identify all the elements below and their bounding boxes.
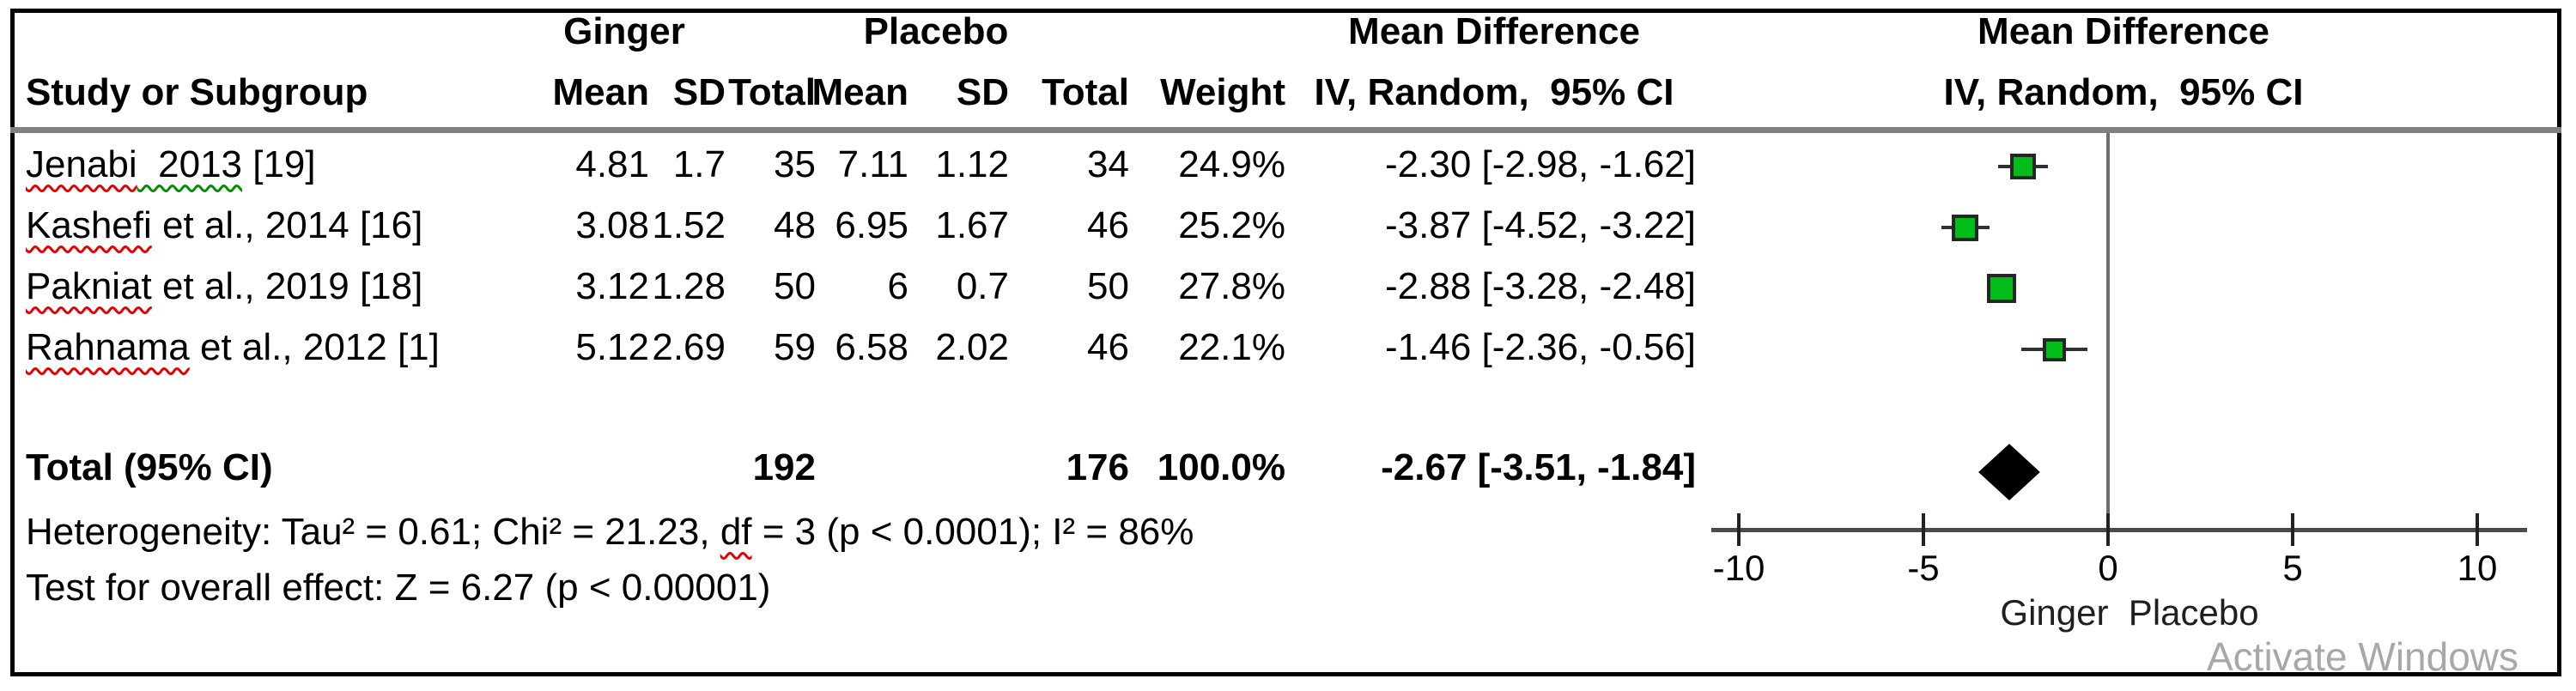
total-md-ci: -2.67 [-3.51, -1.84]	[1381, 446, 1696, 488]
placebo-mean-header: Mean	[811, 71, 908, 113]
total-ginger-total: 192	[752, 446, 816, 488]
figure-border	[10, 9, 2561, 676]
placebo-sd: 2.02	[935, 326, 1009, 368]
study-name-rest: et al., 2019 [18]	[151, 265, 423, 307]
plot-method-header: IV, Random, 95% CI	[1943, 71, 2304, 113]
ginger-sd-header: SD	[672, 71, 726, 113]
heterogeneity-line: Heterogeneity: Tau² = 0.61; Chi² = 21.23…	[0, 511, 2576, 554]
placebo-mean: 6	[887, 265, 908, 307]
placebo-sd: 1.67	[935, 204, 1009, 246]
study-name-grammar: 2013	[137, 143, 243, 185]
axis-favours-label: Ginger Placebo	[2000, 592, 2259, 633]
pooled-effect-diamond	[1978, 444, 2040, 500]
study-name-misspelled: Kashefi	[26, 204, 152, 246]
ginger-sd: 1.52	[652, 204, 726, 246]
total-label: Total (95% CI)	[26, 446, 273, 488]
ginger-sd: 2.69	[652, 326, 726, 368]
weight-value: 22.1%	[1178, 326, 1285, 368]
study-point-square	[2010, 154, 2037, 179]
ginger-mean: 4.81	[575, 143, 649, 185]
ginger-mean: 5.12	[575, 326, 649, 368]
activate-windows-watermark: Activate Windows	[2207, 634, 2519, 679]
study-name: Rahnama et al., 2012 [1]	[26, 326, 440, 369]
md-method-header: IV, Random, 95% CI	[1314, 71, 1674, 113]
study-name: Pakniat et al., 2019 [18]	[26, 265, 422, 308]
ginger-total: 35	[774, 143, 816, 185]
study-row: Rahnama et al., 2012 [1] 5.12 2.69 59 6.…	[0, 326, 2576, 369]
ginger-total: 48	[774, 204, 816, 246]
het-df-misspelled: df	[720, 511, 752, 553]
study-point-square	[1987, 274, 2017, 303]
md-ci-value: -2.30 [-2.98, -1.62]	[1385, 143, 1696, 185]
group-header-ginger: Ginger	[563, 10, 685, 52]
md-ci-value: -1.46 [-2.36, -0.56]	[1385, 326, 1696, 368]
study-name-misspelled: Rahnama	[26, 326, 190, 368]
axis-tick-label: 0	[2098, 548, 2118, 588]
placebo-sd: 1.12	[935, 143, 1009, 185]
overall-effect-text: Test for overall effect: Z = 6.27 (p < 0…	[26, 567, 771, 609]
study-name: Kashefi et al., 2014 [16]	[26, 204, 422, 247]
ginger-total-header: Total	[728, 71, 816, 113]
axis-tick	[2476, 513, 2479, 546]
weight-value: 24.9%	[1178, 143, 1285, 185]
zero-reference-line	[2106, 133, 2110, 530]
axis-tick	[1737, 513, 1741, 546]
study-name-rest: et al., 2014 [16]	[151, 204, 423, 246]
study-row: Pakniat et al., 2019 [18] 3.12 1.28 50 6…	[0, 265, 2576, 308]
axis-tick-label: 10	[2457, 548, 2498, 588]
overall-effect-line: Test for overall effect: Z = 6.27 (p < 0…	[0, 567, 2576, 609]
study-name-rest: et al., 2012 [1]	[189, 326, 440, 368]
study-row: Jenabi 2013 [19] 4.81 1.7 35 7.11 1.12 3…	[0, 143, 2576, 186]
study-name-misspelled: Pakniat	[26, 265, 152, 307]
weight-value: 27.8%	[1178, 265, 1285, 307]
het-pre: Heterogeneity: Tau² = 0.61; Chi² = 21.23…	[26, 511, 720, 553]
placebo-total-header: Total	[1042, 71, 1129, 113]
ginger-mean: 3.08	[575, 204, 649, 246]
total-row: Total (95% CI) 192 176 100.0% -2.67 [-3.…	[0, 446, 2576, 489]
axis-tick-label: -10	[1712, 548, 1765, 588]
md-column-header: Mean Difference	[1348, 10, 1640, 52]
placebo-sd-header: SD	[956, 71, 1009, 113]
study-row: Kashefi et al., 2014 [16] 3.08 1.52 48 6…	[0, 204, 2576, 247]
weight-value: 25.2%	[1178, 204, 1285, 246]
total-placebo-total: 176	[1066, 446, 1129, 488]
axis-tick-label: -5	[1907, 548, 1940, 588]
placebo-mean: 6.58	[835, 326, 908, 368]
placebo-total: 46	[1087, 204, 1129, 246]
placebo-mean: 6.95	[835, 204, 908, 246]
header-separator-line	[10, 127, 2561, 133]
ginger-mean-header: Mean	[552, 71, 649, 113]
heterogeneity-text: Heterogeneity: Tau² = 0.61; Chi² = 21.23…	[26, 511, 1194, 554]
het-post: = 3 (p < 0.0001); I² = 86%	[751, 511, 1194, 553]
study-column-header: Study or Subgroup	[26, 71, 368, 113]
study-point-square	[2042, 337, 2066, 361]
placebo-total: 46	[1087, 326, 1129, 368]
placebo-sd: 0.7	[956, 265, 1009, 307]
study-name-misspelled: Jenabi	[26, 143, 137, 185]
ginger-total: 59	[774, 326, 816, 368]
group-header-placebo: Placebo	[863, 10, 1009, 52]
md-ci-value: -3.87 [-4.52, -3.22]	[1385, 204, 1696, 246]
ginger-mean: 3.12	[575, 265, 649, 307]
total-weight: 100.0%	[1157, 446, 1285, 488]
study-name: Jenabi 2013 [19]	[26, 143, 316, 186]
ginger-sd: 1.28	[652, 265, 726, 307]
study-name-rest: [19]	[242, 143, 316, 185]
weight-header: Weight	[1160, 71, 1285, 113]
axis-tick	[2291, 513, 2294, 546]
placebo-mean: 7.11	[837, 143, 908, 185]
axis-tick	[1922, 513, 1925, 546]
axis-tick-label: 5	[2282, 548, 2303, 588]
x-axis-line	[1711, 528, 2527, 532]
ginger-total: 50	[774, 265, 816, 307]
placebo-total: 34	[1087, 143, 1129, 185]
study-point-square	[1952, 214, 1979, 241]
plot-header-title: Mean Difference	[1978, 10, 2269, 52]
ginger-sd: 1.7	[672, 143, 726, 185]
axis-tick	[2106, 513, 2110, 546]
md-ci-value: -2.88 [-3.28, -2.48]	[1385, 265, 1696, 307]
placebo-total: 50	[1087, 265, 1129, 307]
